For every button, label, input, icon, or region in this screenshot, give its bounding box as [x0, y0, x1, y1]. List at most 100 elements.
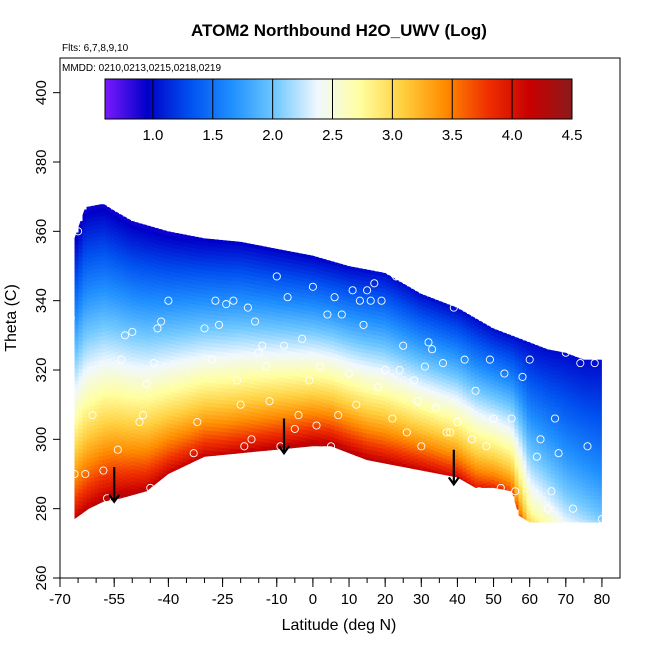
heat-cell	[206, 442, 212, 448]
heat-cell	[102, 224, 108, 229]
heat-cell	[374, 291, 380, 296]
heat-cell	[274, 440, 280, 446]
heat-cell	[198, 273, 204, 279]
heat-cell	[318, 421, 324, 427]
heat-cell	[82, 333, 88, 339]
heat-cell	[346, 305, 352, 311]
heat-cell	[122, 404, 128, 409]
heat-cell	[234, 337, 240, 342]
heat-cell	[90, 269, 96, 275]
heat-cell	[98, 400, 104, 405]
heat-cell	[254, 276, 260, 282]
heat-cell	[194, 344, 200, 350]
heat-cell	[274, 332, 280, 338]
heat-cell	[230, 416, 236, 422]
heat-cell	[130, 337, 136, 342]
heat-cell	[302, 346, 308, 351]
heat-cell	[138, 319, 144, 324]
heat-cell	[126, 286, 132, 292]
heat-cell	[238, 397, 244, 403]
heat-cell	[298, 409, 304, 414]
heat-cell	[86, 250, 92, 256]
heat-cell	[170, 344, 176, 349]
heat-cell	[154, 343, 160, 349]
heat-cell	[230, 260, 236, 266]
heat-cell	[106, 402, 112, 408]
heat-cell	[306, 362, 312, 368]
heat-cell	[334, 330, 340, 335]
heat-cell	[390, 453, 396, 458]
heat-cell	[430, 314, 436, 319]
heat-cell	[306, 274, 312, 280]
heat-cell	[406, 382, 412, 387]
heat-cell	[394, 355, 400, 360]
heat-cell	[106, 262, 112, 268]
heat-cell	[282, 406, 288, 411]
heat-cell	[170, 248, 176, 253]
heat-cell	[194, 420, 200, 426]
heat-cell	[254, 248, 260, 254]
heat-cell	[402, 288, 408, 293]
heat-cell	[222, 272, 228, 277]
heat-cell	[310, 259, 316, 265]
heat-cell	[250, 312, 256, 317]
heat-cell	[422, 302, 428, 308]
heat-cell	[134, 466, 140, 471]
heat-cell	[322, 266, 328, 272]
heat-cell	[338, 443, 344, 449]
heat-cell	[134, 266, 140, 271]
heat-cell	[410, 320, 416, 326]
heat-cell	[318, 413, 324, 419]
heat-cell	[374, 343, 380, 348]
heat-cell	[174, 232, 180, 238]
heat-cell	[194, 280, 200, 286]
heat-cell	[382, 308, 388, 314]
heat-cell	[126, 346, 132, 352]
heat-cell	[338, 335, 344, 341]
heat-cell	[386, 294, 392, 300]
heat-cell	[170, 416, 176, 421]
heat-cell	[86, 318, 92, 324]
heat-cell	[230, 304, 236, 310]
heat-cell	[302, 370, 308, 375]
heat-cell	[230, 300, 236, 306]
heat-cell	[258, 249, 264, 255]
heat-cell	[362, 341, 368, 346]
heat-cell	[342, 364, 348, 370]
heat-cell	[134, 358, 140, 363]
heat-cell	[334, 262, 340, 267]
heat-cell	[314, 340, 320, 346]
heat-cell	[214, 339, 220, 344]
heat-cell	[82, 297, 88, 303]
heat-cell	[170, 352, 176, 357]
heat-cell	[202, 426, 208, 431]
heat-cell	[222, 392, 228, 397]
heat-cell	[106, 330, 112, 336]
heat-cell	[90, 401, 96, 407]
heat-cell	[134, 390, 140, 395]
heat-cell	[190, 264, 196, 269]
heat-cell	[118, 370, 124, 375]
heat-cell	[250, 336, 256, 341]
heat-cell	[354, 439, 360, 444]
heat-cell	[94, 448, 100, 454]
heat-cell	[186, 287, 192, 292]
heat-cell	[366, 397, 372, 403]
heat-cell	[242, 350, 248, 356]
heat-cell	[346, 389, 352, 395]
heat-cell	[362, 345, 368, 350]
heat-cell	[326, 320, 332, 325]
heat-cell	[386, 290, 392, 296]
heat-cell	[278, 389, 284, 394]
heat-cell	[134, 410, 140, 415]
heat-cell	[218, 423, 224, 429]
heat-cell	[270, 359, 276, 365]
heat-cell	[334, 306, 340, 311]
heat-cell	[390, 397, 396, 402]
heat-cell	[370, 306, 376, 312]
heat-cell	[230, 316, 236, 322]
heat-cell	[150, 474, 156, 480]
heat-cell	[266, 303, 272, 308]
heat-cell	[370, 310, 376, 316]
heat-cell	[426, 468, 432, 474]
